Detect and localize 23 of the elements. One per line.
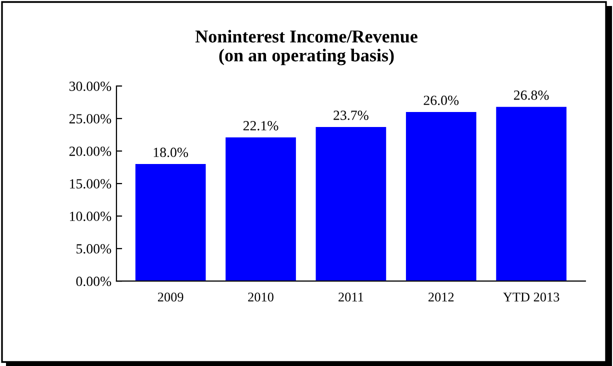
y-tick-label: 25.00% bbox=[69, 114, 112, 124]
data-label: 22.1% bbox=[243, 121, 278, 130]
x-tick-label: 2009 bbox=[158, 292, 184, 302]
y-tick-label: 15.00% bbox=[70, 179, 112, 189]
y-tick-label: 30.00% bbox=[69, 82, 112, 92]
y-tick-label: 10.00% bbox=[70, 212, 112, 222]
bar bbox=[316, 126, 386, 282]
data-label: 23.7% bbox=[334, 110, 368, 120]
bar bbox=[406, 112, 476, 282]
x-tick-label: 2012 bbox=[428, 292, 454, 302]
x-tick-label: YTD 2013 bbox=[503, 292, 560, 302]
data-label: 26.8% bbox=[514, 90, 549, 100]
x-tick-label: 2011 bbox=[338, 292, 364, 302]
y-tick-label: 5.00% bbox=[76, 244, 112, 254]
y-tick-label: 0.00% bbox=[76, 276, 112, 286]
bar bbox=[135, 164, 206, 282]
y-tick-label: 20.00% bbox=[69, 146, 112, 156]
bar bbox=[226, 137, 296, 282]
bar bbox=[496, 106, 566, 282]
data-label: 26.0% bbox=[424, 96, 459, 106]
x-tick-label: 2010 bbox=[248, 292, 274, 302]
chart-title: Noninterest Income/Revenue (on an operating basis) bbox=[195, 30, 418, 66]
data-label: 18.0% bbox=[154, 148, 188, 158]
